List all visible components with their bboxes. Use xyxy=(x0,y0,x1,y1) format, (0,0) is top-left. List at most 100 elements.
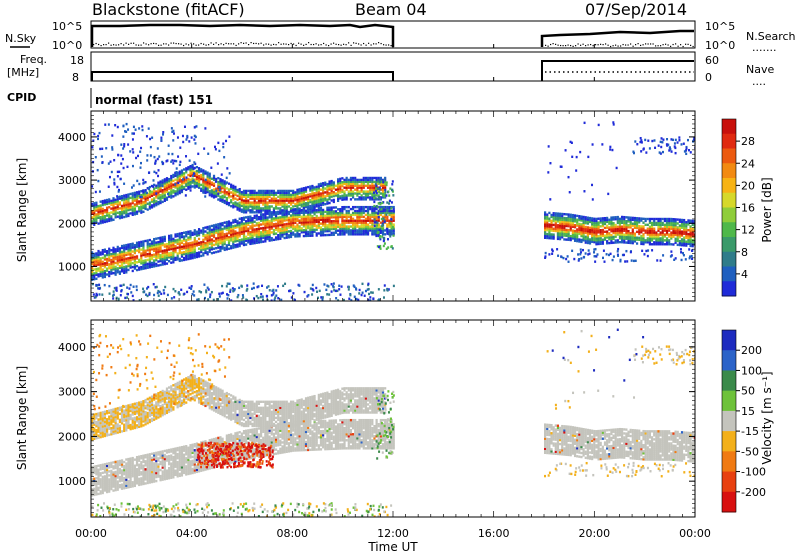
scatter-cell xyxy=(134,128,137,131)
power-cell xyxy=(131,201,134,205)
power-cell xyxy=(635,219,639,222)
power-cell xyxy=(245,193,248,197)
power-cell xyxy=(386,219,389,222)
scatter-cell xyxy=(330,283,333,286)
power-cell xyxy=(289,229,293,233)
power-cell xyxy=(315,228,318,231)
scatter-cell xyxy=(171,152,174,156)
power-cell xyxy=(210,177,213,180)
power-cell xyxy=(191,249,194,252)
power-cell xyxy=(189,235,192,239)
power-cell xyxy=(289,210,293,213)
power-cell xyxy=(371,211,374,215)
power-cell xyxy=(172,239,175,243)
power-cell xyxy=(347,211,350,215)
power-cell xyxy=(202,184,205,188)
power-cell xyxy=(304,223,308,226)
noise-dot xyxy=(180,43,182,45)
power-cell xyxy=(360,196,363,199)
power-cell xyxy=(567,223,570,226)
power-cell xyxy=(221,194,224,198)
power-cell xyxy=(371,233,374,236)
noise-dot xyxy=(308,42,310,44)
power-cell xyxy=(185,242,188,246)
power-cell xyxy=(285,218,288,222)
power-cell xyxy=(289,224,293,227)
power-cell xyxy=(174,186,177,189)
power-cell xyxy=(362,205,365,209)
scatter-cell xyxy=(693,136,695,139)
power-cell xyxy=(255,233,258,237)
power-cell xyxy=(351,182,355,186)
power-cell xyxy=(319,184,323,187)
power-cell xyxy=(245,216,248,219)
power-cell xyxy=(287,205,291,208)
scatter-cell xyxy=(577,259,580,262)
power-cell xyxy=(371,223,374,226)
power-cell xyxy=(140,254,143,257)
scatter-cell xyxy=(378,181,381,184)
power-cell xyxy=(379,178,382,182)
power-cell xyxy=(678,226,681,229)
power-cell xyxy=(99,210,102,213)
power-cell xyxy=(281,201,284,204)
power-cell xyxy=(129,206,132,209)
power-cell xyxy=(120,256,124,259)
power-cell xyxy=(650,243,654,246)
power-cell xyxy=(294,227,297,230)
power-cell xyxy=(257,231,261,234)
scatter-cell xyxy=(192,290,195,293)
scatter-cell xyxy=(685,147,688,150)
power-cell xyxy=(206,245,209,248)
scatter-cell xyxy=(203,296,206,300)
power-cell xyxy=(277,191,280,195)
power-cell xyxy=(631,228,634,231)
scatter-cell xyxy=(153,155,156,159)
power-cell xyxy=(330,223,333,227)
power-cell xyxy=(324,233,327,237)
power-cell xyxy=(279,216,282,219)
power-cell xyxy=(129,246,132,250)
power-cell xyxy=(689,240,692,244)
power-cell xyxy=(279,235,282,238)
power-cell xyxy=(571,223,575,227)
scatter-cell xyxy=(632,150,635,153)
power-cell xyxy=(279,191,282,195)
power-cell xyxy=(131,244,134,247)
noise-dot xyxy=(667,44,669,46)
power-cell xyxy=(311,211,314,214)
power-cell xyxy=(206,225,209,229)
scatter-cell xyxy=(113,178,116,181)
power-cell xyxy=(356,198,359,201)
power-cell xyxy=(351,233,355,236)
power-cell xyxy=(272,207,276,210)
power-cell xyxy=(268,229,271,233)
power-cell xyxy=(597,227,600,230)
power-cell xyxy=(322,220,325,223)
power-cell xyxy=(653,227,656,230)
power-cell xyxy=(108,259,111,262)
scatter-cell xyxy=(146,294,149,298)
power-cell xyxy=(180,171,184,174)
power-cell xyxy=(317,232,320,235)
power-cell xyxy=(366,213,370,217)
power-cell xyxy=(189,245,192,249)
power-cell xyxy=(163,237,166,241)
power-cell xyxy=(569,215,572,218)
power-cell xyxy=(97,267,100,270)
power-cell xyxy=(595,231,598,234)
power-cell xyxy=(91,268,94,272)
power-cell xyxy=(208,178,211,181)
power-cell xyxy=(618,233,622,236)
power-cell xyxy=(319,216,323,220)
power-cell xyxy=(591,225,594,228)
power-heatmap xyxy=(91,121,695,301)
scatter-cell xyxy=(367,298,370,301)
power-cell xyxy=(270,199,273,202)
noise-dot xyxy=(687,43,689,45)
power-cell xyxy=(343,182,346,186)
power-cell xyxy=(277,228,280,231)
power-cell xyxy=(283,236,286,240)
power-cell xyxy=(131,205,134,209)
scatter-cell xyxy=(669,148,672,151)
